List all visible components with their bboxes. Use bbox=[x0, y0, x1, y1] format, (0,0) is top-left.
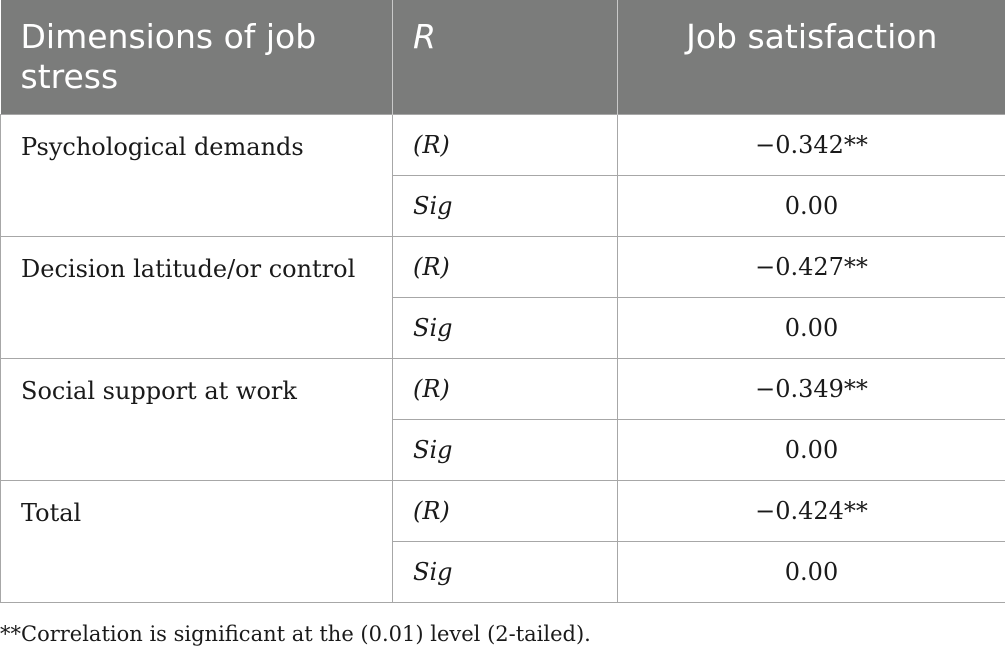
stat-label-cell: (R) bbox=[392, 235, 618, 298]
value-cell: 0.00 bbox=[617, 296, 1005, 359]
stat-label-cell: Sig bbox=[392, 174, 618, 237]
header-job-satisfaction: Job satisfaction bbox=[617, 0, 1005, 114]
stat-label-cell: (R) bbox=[392, 479, 618, 542]
dimension-cell: Total bbox=[0, 479, 393, 603]
table-row: Social support at work (R) −0.349** bbox=[0, 357, 1005, 481]
header-row: Dimensions of job stress R Job satisfact… bbox=[0, 0, 1005, 114]
value-cell: 0.00 bbox=[617, 418, 1005, 481]
value-cell: 0.00 bbox=[617, 540, 1005, 603]
dimension-cell: Psychological demands bbox=[0, 113, 393, 237]
header-dimensions: Dimensions of job stress bbox=[0, 0, 393, 114]
value-cell: −0.427** bbox=[617, 235, 1005, 298]
table-row: Total (R) −0.424** bbox=[0, 479, 1005, 603]
correlation-table: Dimensions of job stress R Job satisfact… bbox=[0, 0, 1005, 603]
table-header: Dimensions of job stress R Job satisfact… bbox=[0, 0, 1005, 114]
table-row: Decision latitude/or control (R) −0.427*… bbox=[0, 235, 1005, 359]
header-r: R bbox=[392, 0, 618, 114]
value-cell: −0.342** bbox=[617, 113, 1005, 176]
table-row: Psychological demands (R) −0.342** bbox=[0, 113, 1005, 237]
stat-label-cell: (R) bbox=[392, 357, 618, 420]
stat-label-cell: Sig bbox=[392, 540, 618, 603]
table-body: Psychological demands (R) −0.342** Sig 0… bbox=[0, 113, 1005, 603]
stat-label-cell: (R) bbox=[392, 113, 618, 176]
stat-label-cell: Sig bbox=[392, 418, 618, 481]
table-row: Sig 0.00 bbox=[1, 540, 1005, 603]
table-footnote: **Correlation is significant at the (0.0… bbox=[0, 622, 591, 646]
value-cell: 0.00 bbox=[617, 174, 1005, 237]
table-row: Sig 0.00 bbox=[1, 174, 1005, 237]
value-cell: −0.424** bbox=[617, 479, 1005, 542]
stat-label-cell: Sig bbox=[392, 296, 618, 359]
dimension-cell: Social support at work bbox=[0, 357, 393, 481]
dimension-cell: Decision latitude/or control bbox=[0, 235, 393, 359]
value-cell: −0.349** bbox=[617, 357, 1005, 420]
table-row: Sig 0.00 bbox=[1, 418, 1005, 481]
